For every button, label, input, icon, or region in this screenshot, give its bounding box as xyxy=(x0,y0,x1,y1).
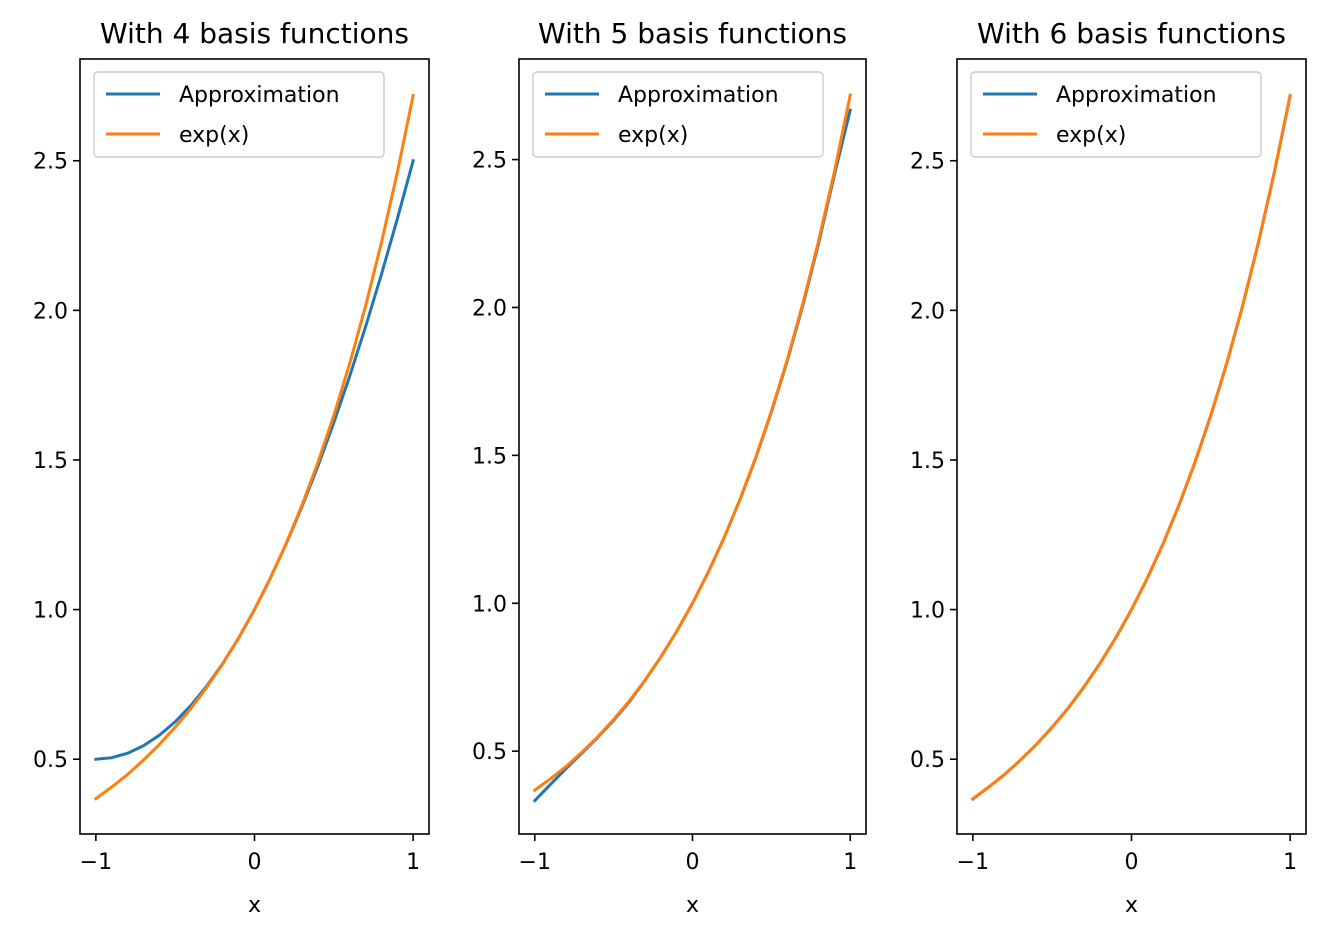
x-axis-label: x xyxy=(248,893,261,918)
subplot-1: With 4 basis functions −1 0 1 0.5 1.0 1.5 2.0 2.… xyxy=(33,17,430,918)
legend-label: Approximation xyxy=(179,83,340,108)
subplot-title: With 4 basis functions xyxy=(100,17,409,50)
exp-line xyxy=(970,93,1292,801)
y-tick-label: 2.0 xyxy=(910,299,945,324)
y-tick-label: 2.5 xyxy=(33,150,68,175)
y-tick-label: 1.5 xyxy=(910,449,945,474)
legend-label: Approximation xyxy=(618,83,779,108)
legend-label: exp(x) xyxy=(618,123,688,148)
x-tick-label: 1 xyxy=(843,850,857,875)
y-tick-label: 1.5 xyxy=(472,444,507,469)
exp-line xyxy=(532,93,853,793)
y-tick-label: 2.0 xyxy=(472,296,507,321)
y-tick-label: 1.0 xyxy=(33,599,68,624)
x-axis-label: x xyxy=(686,893,699,918)
x-tick-label: 1 xyxy=(406,850,420,875)
x-tick-label: −1 xyxy=(957,850,989,875)
y-tick-label: 0.5 xyxy=(33,748,68,773)
x-tick-label: 0 xyxy=(1125,850,1139,875)
y-tick-label: 2.0 xyxy=(33,299,68,324)
legend: Approximation exp(x) xyxy=(532,71,824,158)
legend-box xyxy=(532,71,824,158)
series-group xyxy=(970,93,1292,802)
subplot-2: With 5 basis functions −1 0 1 0.5 1.0 1.5 2.0 2.… xyxy=(472,17,867,918)
legend-label: exp(x) xyxy=(179,123,249,148)
x-tick-label: −1 xyxy=(519,850,551,875)
x-tick-label: 0 xyxy=(248,850,262,875)
legend-box xyxy=(970,71,1262,158)
exp-line xyxy=(93,93,415,801)
x-axis-label: x xyxy=(1125,893,1138,918)
legend: Approximation exp(x) xyxy=(93,71,385,158)
legend-label: Approximation xyxy=(1056,83,1217,108)
y-tick-label: 0.5 xyxy=(472,740,507,765)
y-tick-label: 2.5 xyxy=(472,149,507,174)
y-tick-label: 0.5 xyxy=(910,748,945,773)
y-tick-label: 1.5 xyxy=(33,449,68,474)
series-group xyxy=(93,93,415,801)
y-tick-label: 1.0 xyxy=(910,599,945,624)
y-tick-label: 2.5 xyxy=(910,150,945,175)
x-tick-label: −1 xyxy=(80,850,112,875)
subplot-title: With 5 basis functions xyxy=(538,17,847,50)
y-tick-label: 1.0 xyxy=(472,592,507,617)
x-tick-label: 1 xyxy=(1283,850,1297,875)
legend: Approximation exp(x) xyxy=(970,71,1262,158)
x-tick-label: 0 xyxy=(686,850,700,875)
subplot-title: With 6 basis functions xyxy=(977,17,1286,50)
legend-box xyxy=(93,71,385,158)
subplot-3: With 6 basis functions −1 0 1 0.5 1.0 1.5 2.0 2.… xyxy=(910,17,1307,918)
series-group xyxy=(532,93,853,803)
legend-label: exp(x) xyxy=(1056,123,1126,148)
